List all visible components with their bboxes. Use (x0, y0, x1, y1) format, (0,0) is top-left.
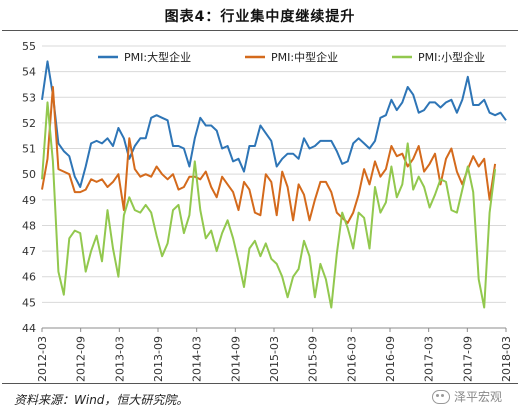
x-axis-ticks: 2012-03 2012-09 2013-03 2013-09 2014-03 2014-… (36, 328, 513, 382)
x-tick-label: 2015-09 (307, 336, 320, 382)
gridlines (42, 45, 506, 329)
watermark: 泽平宏观 (431, 388, 502, 405)
x-tick-label: 2017-09 (461, 336, 474, 382)
legend-label-1: PMI:大型企业 (124, 50, 191, 64)
y-tick-label: 50 (22, 168, 36, 181)
legend: PMI:大型企业 PMI:中型企业 PMI:小型企业 (98, 50, 485, 64)
series-line-3 (41, 101, 497, 309)
legend-label-2: PMI:中型企业 (271, 50, 338, 64)
series-line-1 (41, 60, 507, 188)
x-tick-label: 2017-03 (423, 336, 436, 382)
y-tick-label: 51 (22, 143, 36, 156)
y-tick-label: 46 (22, 271, 36, 284)
y-axis-ticks: 44 45 46 47 48 49 50 51 52 53 54 55 (22, 40, 36, 335)
y-tick-label: 48 (22, 219, 36, 232)
y-tick-label: 45 (22, 296, 36, 309)
y-tick-label: 52 (22, 117, 36, 130)
wechat-icon (431, 389, 450, 404)
x-tick-label: 2018-03 (500, 336, 513, 382)
x-tick-label: 2016-03 (345, 336, 358, 382)
x-tick-label: 2013-03 (113, 336, 126, 382)
x-tick-label: 2015-03 (268, 336, 281, 382)
x-tick-label: 2013-09 (152, 336, 165, 382)
x-tick-label: 2012-03 (36, 336, 49, 382)
series-lines (41, 60, 507, 309)
source-divider (2, 383, 518, 384)
series-line-2 (41, 86, 497, 224)
y-tick-label: 53 (22, 91, 36, 104)
y-tick-label: 49 (22, 194, 36, 207)
title-divider (2, 30, 518, 31)
x-tick-label: 2012-09 (75, 336, 88, 382)
x-tick-label: 2016-09 (384, 336, 397, 382)
x-tick-label: 2014-09 (229, 336, 242, 382)
x-tick-label: 2014-03 (191, 336, 204, 382)
watermark-text: 泽平宏观 (453, 390, 502, 404)
y-tick-label: 47 (22, 245, 36, 258)
chart-title: 图表4：行业集中度继续提升 (164, 9, 356, 25)
y-tick-label: 44 (22, 322, 36, 335)
y-tick-label: 55 (22, 40, 36, 53)
source-note: 资料来源：Wind，恒大研究院。 (14, 393, 189, 407)
y-tick-label: 54 (22, 66, 36, 79)
legend-label-3: PMI:小型企业 (418, 50, 485, 64)
